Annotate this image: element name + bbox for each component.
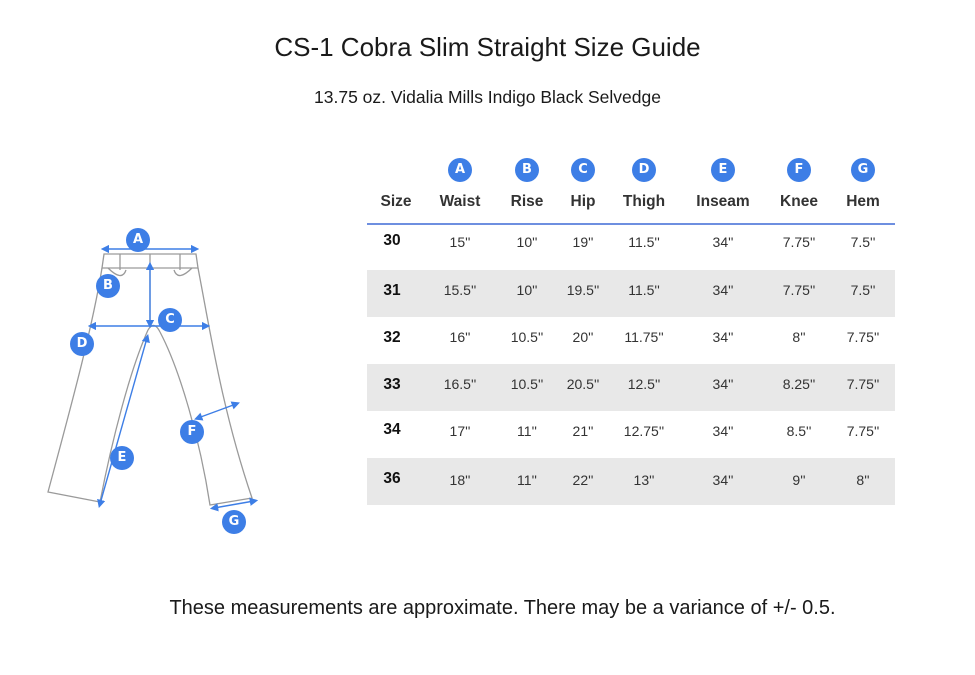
- diagram-label-thigh: D: [70, 332, 94, 356]
- footer-note: These measurements are approximate. Ther…: [169, 597, 836, 619]
- size-cell: 33: [383, 376, 401, 393]
- measurement-cell: 8.25'': [782, 376, 816, 392]
- size-cell: 32: [383, 329, 401, 346]
- diagram-label-waist: A: [126, 228, 150, 252]
- column-badge-rise: B: [515, 158, 539, 182]
- size-cell: 34: [383, 421, 401, 438]
- measurement-cell: 11.75'': [624, 329, 664, 345]
- badge-e: E: [711, 158, 735, 182]
- jeans-diagram: A B C D E F G: [30, 220, 280, 540]
- measurement-cell: 8.5'': [786, 423, 812, 439]
- size-cell: 36: [383, 470, 401, 487]
- column-header-waist: Waist: [439, 193, 481, 210]
- measurement-cell: 34'': [712, 472, 734, 488]
- measurement-cell: 34'': [712, 329, 734, 345]
- table-row: 33 16.5'' 10.5'' 20.5'' 12.5'' 34'' 8.25'' 7.75…: [367, 364, 895, 411]
- table-body: 30 15'' 10'' 19'' 11.5'' 34'' 7.75'' 7.5'' 31 15.…: [367, 225, 895, 505]
- column-badge-thigh: D: [632, 158, 656, 182]
- table-row: 30 15'' 10'' 19'' 11.5'' 34'' 7.75'' 7.5'': [367, 225, 895, 270]
- measurement-cell: 9'': [792, 472, 806, 488]
- diagram-label-hem: G: [222, 510, 246, 534]
- measurement-cell: 7.5'': [850, 282, 876, 298]
- measurement-cell: 8'': [856, 472, 870, 488]
- badge-a: A: [448, 158, 472, 182]
- size-column-header: Size: [380, 193, 412, 210]
- measurement-cell: 34'': [712, 376, 734, 392]
- measurement-cell: 18'': [449, 472, 471, 488]
- table-row: 34 17'' 11'' 21'' 12.75'' 34'' 8.5'' 7.75'': [367, 411, 895, 458]
- measurement-cell: 12.75'': [623, 423, 665, 439]
- diagram-label-rise: B: [96, 274, 120, 298]
- size-cell: 31: [383, 282, 401, 299]
- measurement-cell: 22'': [572, 472, 594, 488]
- badge-b: B: [515, 158, 539, 182]
- measurement-cell: 7.75'': [782, 282, 816, 298]
- column-header-rise: Rise: [510, 193, 544, 210]
- column-header-hip: Hip: [570, 193, 596, 210]
- measurement-cell: 34'': [712, 234, 734, 250]
- table-row: 31 15.5'' 10'' 19.5'' 11.5'' 34'' 7.75'' 7.5'': [367, 270, 895, 317]
- measurement-cell: 11.5'': [628, 282, 660, 298]
- measurement-cell: 15'': [449, 234, 471, 250]
- measurement-cell: 7.75'': [782, 234, 816, 250]
- measurement-cell: 21'': [572, 423, 594, 439]
- size-table: Size A Waist B Rise C Hip D Thigh E Inse…: [367, 155, 895, 505]
- column-header-thigh: Thigh: [622, 193, 666, 210]
- measurement-cell: 19.5'': [566, 282, 600, 298]
- column-badge-waist: A: [448, 158, 472, 182]
- measurement-cell: 20'': [572, 329, 594, 345]
- badge-d: D: [632, 158, 656, 182]
- measurement-cell: 10'': [516, 234, 538, 250]
- measurement-cell: 13'': [633, 472, 655, 488]
- measurement-cell: 15.5'': [443, 282, 477, 298]
- table-row: 32 16'' 10.5'' 20'' 11.75'' 34'' 8'' 7.75'': [367, 317, 895, 364]
- measurement-cell: 7.75'': [846, 423, 880, 439]
- column-badge-hip: C: [571, 158, 595, 182]
- column-badge-inseam: E: [711, 158, 735, 182]
- measurement-cell: 34'': [712, 282, 734, 298]
- column-header-hem: Hem: [846, 193, 880, 210]
- badge-f: F: [787, 158, 811, 182]
- diagram-label-hip: C: [158, 308, 182, 332]
- measurement-cell: 8'': [792, 329, 806, 345]
- measurement-cell: 20.5'': [566, 376, 600, 392]
- measurement-cell: 34'': [712, 423, 734, 439]
- size-cell: 30: [383, 232, 401, 249]
- column-header-knee: Knee: [780, 193, 818, 210]
- measurement-cell: 7.5'': [850, 234, 876, 250]
- measurement-cell: 12.5'': [627, 376, 661, 392]
- badge-g: G: [851, 158, 875, 182]
- table-row: 36 18'' 11'' 22'' 13'' 34'' 9'' 8'': [367, 458, 895, 505]
- measurement-cell: 11.5'': [628, 234, 660, 250]
- measurement-cell: 7.75'': [846, 329, 880, 345]
- measurement-cell: 16'': [449, 329, 471, 345]
- page-title: CS-1 Cobra Slim Straight Size Guide: [274, 32, 701, 62]
- measurement-cell: 17'': [449, 423, 471, 439]
- measurement-cell: 7.75'': [846, 376, 880, 392]
- column-header-inseam: Inseam: [696, 193, 750, 210]
- measurement-cell: 10'': [516, 282, 538, 298]
- measurement-cell: 19'': [572, 234, 594, 250]
- diagram-label-knee: F: [180, 420, 204, 444]
- measurement-cell: 11'': [517, 423, 537, 439]
- jeans-outline-icon: [47, 244, 259, 512]
- measurement-cell: 10.5'': [510, 376, 544, 392]
- diagram-label-inseam: E: [110, 446, 134, 470]
- column-badge-hem: G: [851, 158, 875, 182]
- table-header: Size A Waist B Rise C Hip D Thigh E Inse…: [367, 155, 895, 225]
- page-subtitle: 13.75 oz. Vidalia Mills Indigo Black Sel…: [314, 87, 661, 107]
- measurement-cell: 16.5'': [443, 376, 477, 392]
- badge-c: C: [571, 158, 595, 182]
- measurement-cell: 11'': [517, 472, 537, 488]
- measurement-cell: 10.5'': [510, 329, 544, 345]
- column-badge-knee: F: [787, 158, 811, 182]
